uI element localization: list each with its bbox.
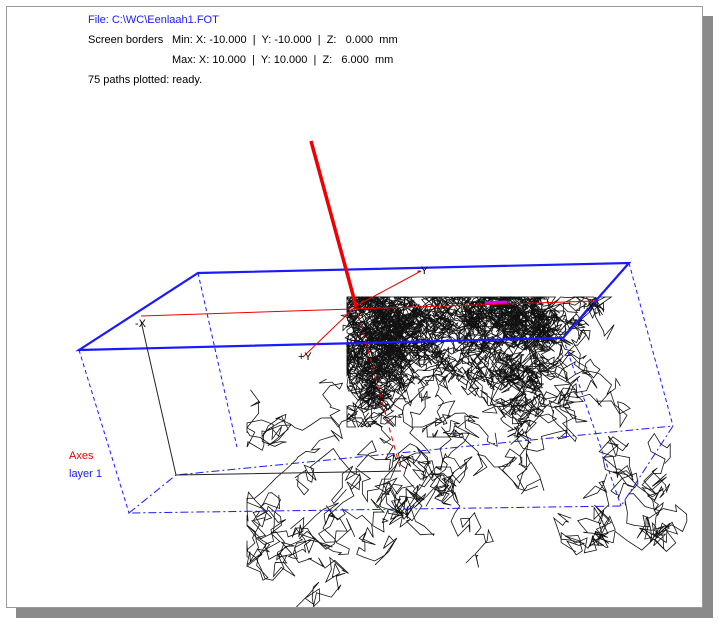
tool-path	[468, 296, 559, 414]
tool-path	[346, 331, 405, 399]
tool-path	[487, 368, 544, 468]
tool-path	[598, 435, 667, 516]
legend-layer: layer 1	[69, 468, 102, 480]
tool-path	[560, 499, 688, 554]
edge	[628, 262, 674, 427]
tool-path	[552, 473, 616, 556]
tool-path	[444, 308, 545, 397]
tool-path	[497, 349, 559, 438]
axis-z-neg	[355, 305, 402, 472]
axis-red	[140, 300, 597, 317]
legend-axes: Axes	[69, 450, 94, 462]
edge	[562, 337, 622, 507]
tool-path	[492, 311, 535, 393]
tool-path	[287, 537, 349, 607]
tool-path	[346, 347, 389, 428]
borders-label: Screen borders	[88, 34, 164, 46]
status-label: 75 paths plotted: ready.	[88, 74, 202, 86]
axis-label: -X	[135, 318, 147, 330]
tool-paths	[246, 295, 688, 607]
tool-path	[501, 296, 560, 360]
tool-path	[366, 304, 502, 385]
tool-path	[639, 432, 679, 551]
bottom-face	[127, 425, 674, 514]
tool-path	[358, 315, 422, 378]
axis-label: -Y	[417, 265, 429, 277]
axis-label: +Y	[298, 351, 312, 363]
tool-path	[331, 452, 415, 533]
file-label: File: C:\WC\Eenlaah1.FOT	[88, 14, 219, 26]
tool-path	[356, 338, 421, 411]
max-label: Max: X: 10.000 | Y: 10.000 | Z: 6.000 mm	[172, 54, 393, 66]
tool-path	[466, 361, 621, 413]
tool-path	[384, 414, 498, 513]
axis-red	[302, 305, 357, 358]
tool-path	[453, 296, 524, 355]
tool-path	[554, 320, 631, 443]
edge	[78, 349, 130, 514]
tool-path	[420, 461, 494, 568]
tool-path	[458, 296, 544, 392]
axis-x	[140, 320, 402, 476]
tool-path	[246, 494, 296, 581]
tool-path	[422, 343, 505, 439]
tool-path	[246, 378, 344, 545]
axis-z	[309, 140, 358, 307]
min-label: Min: X: -10.000 | Y: -10.000 | Z: 0.000 …	[172, 34, 398, 46]
viewport: File: C:\WC\Eenlaah1.FOT Screen borders …	[6, 6, 703, 608]
plot: File: C:\WC\Eenlaah1.FOT Screen borders …	[69, 14, 688, 607]
tool-path	[346, 296, 428, 377]
bounding-box	[75, 140, 674, 514]
tool-path	[469, 296, 548, 333]
edge	[197, 272, 238, 448]
tool-path	[291, 502, 398, 566]
marker	[484, 300, 508, 305]
tool-path	[505, 296, 563, 352]
axis-red	[355, 270, 422, 307]
tool-path	[246, 389, 370, 451]
axis-label: +X	[581, 301, 595, 313]
tool-path	[500, 378, 588, 452]
